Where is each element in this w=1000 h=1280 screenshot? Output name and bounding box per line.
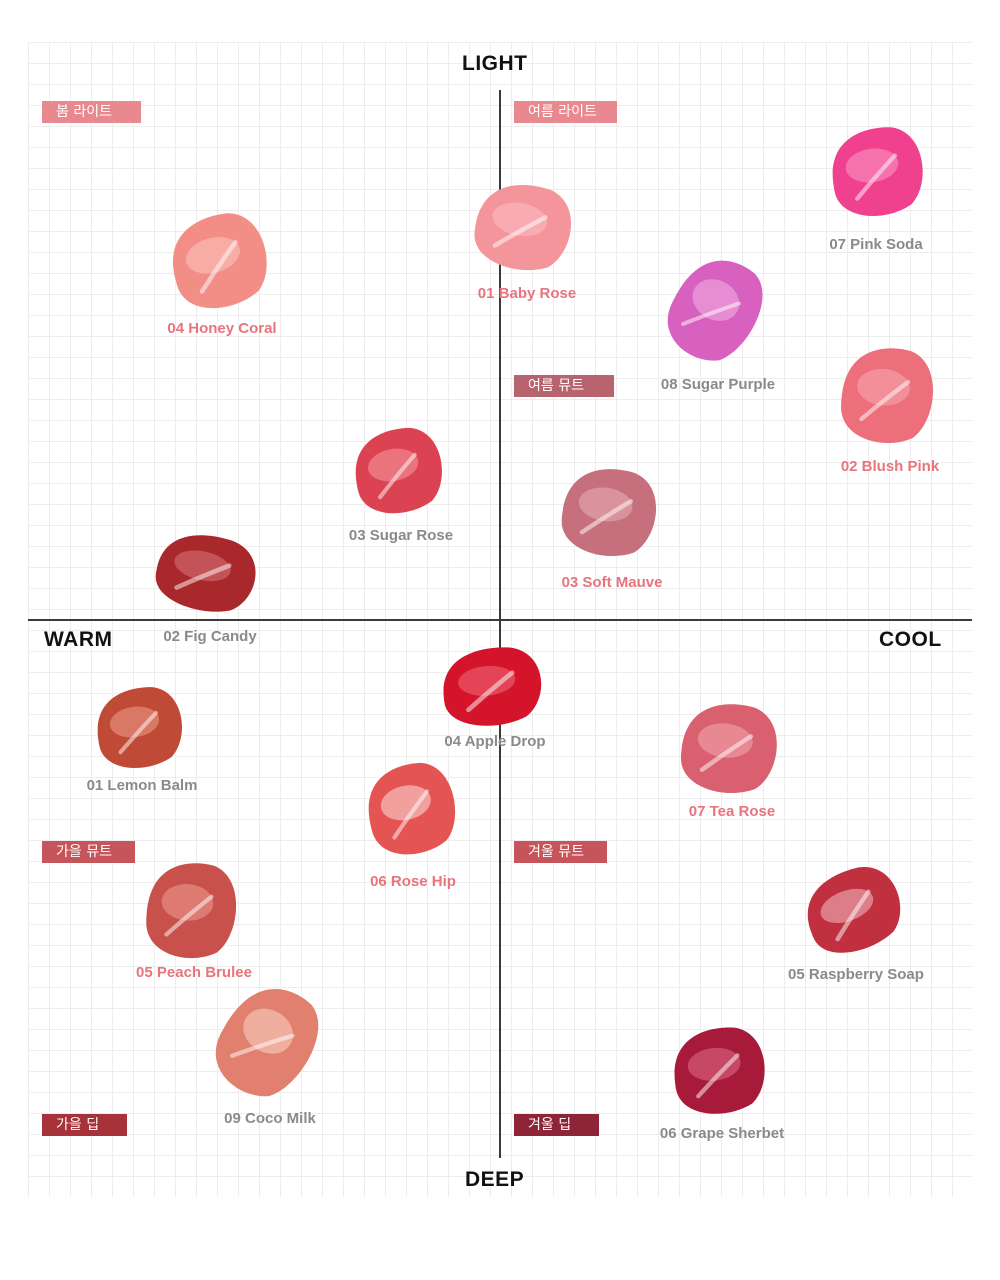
quadrant-tag-summer-light: 여름 라이트: [514, 101, 617, 123]
swatch-grape-sherbet-icon: [674, 1027, 765, 1114]
product-label-rose-hip: 06 Rose Hip: [370, 873, 456, 890]
product-label-pink-soda: 07 Pink Soda: [829, 236, 923, 253]
swatch-sugar-purple-icon: [667, 260, 763, 361]
axis-label-bottom: DEEP: [465, 1168, 525, 1191]
product-label-sugar-purple: 08 Sugar Purple: [660, 376, 776, 393]
quadrant-tag-winter-mute: 겨울 뮤트: [514, 841, 607, 863]
product-label-tea-rose: 07 Tea Rose: [688, 803, 776, 820]
quadrant-tag-autumn-mute: 가을 뮤트: [42, 841, 135, 863]
vertical-axis: [499, 90, 501, 1158]
swatch-fig-candy-icon: [155, 535, 256, 612]
swatch-blush-pink-icon: [841, 348, 934, 444]
axis-label-left: WARM: [44, 628, 113, 651]
quadrant-tag-summer-mute: 여름 뮤트: [514, 375, 614, 397]
swatch-pink-soda-icon: [832, 127, 923, 217]
product-label-apple-drop: 04 Apple Drop: [444, 733, 546, 750]
product-label-sugar-rose: 03 Sugar Rose: [348, 527, 454, 544]
swatch-raspberry-soap-icon: [807, 867, 901, 953]
product-label-fig-candy: 02 Fig Candy: [163, 628, 257, 645]
swatch-peach-brulee-icon: [146, 863, 237, 959]
product-label-soft-mauve: 03 Soft Mauve: [561, 574, 663, 591]
axis-label-right: COOL: [879, 628, 942, 651]
quadrant-tag-winter-deep: 겨울 딥: [514, 1114, 599, 1136]
axis-label-top: LIGHT: [462, 52, 528, 75]
swatch-lemon-balm-icon: [97, 687, 182, 768]
swatch-sugar-rose-icon: [355, 427, 442, 514]
swatch-apple-drop-icon: [443, 647, 542, 726]
product-label-peach-brulee: 05 Peach Brulee: [136, 964, 252, 981]
product-label-grape-sherbet: 06 Grape Sherbet: [659, 1125, 785, 1142]
product-label-baby-rose: 01 Baby Rose: [477, 285, 577, 302]
product-label-coco-milk: 09 Coco Milk: [224, 1110, 316, 1127]
swatch-coco-milk-icon: [215, 989, 319, 1097]
swatch-soft-mauve-icon: [561, 469, 657, 556]
product-label-lemon-balm: 01 Lemon Balm: [86, 777, 198, 794]
product-label-raspberry-soap: 05 Raspberry Soap: [788, 966, 924, 983]
swatch-rose-hip-icon: [368, 762, 456, 855]
product-label-blush-pink: 02 Blush Pink: [840, 458, 940, 475]
product-label-honey-coral: 04 Honey Coral: [167, 320, 277, 337]
quadrant-tag-autumn-deep: 가을 딥: [42, 1114, 127, 1136]
swatch-baby-rose-icon: [474, 185, 571, 271]
quadrant-tag-spring-light: 봄 라이트: [42, 101, 141, 123]
swatch-tea-rose-icon: [680, 704, 777, 794]
horizontal-axis: [28, 619, 972, 621]
swatch-honey-coral-icon: [173, 213, 267, 309]
